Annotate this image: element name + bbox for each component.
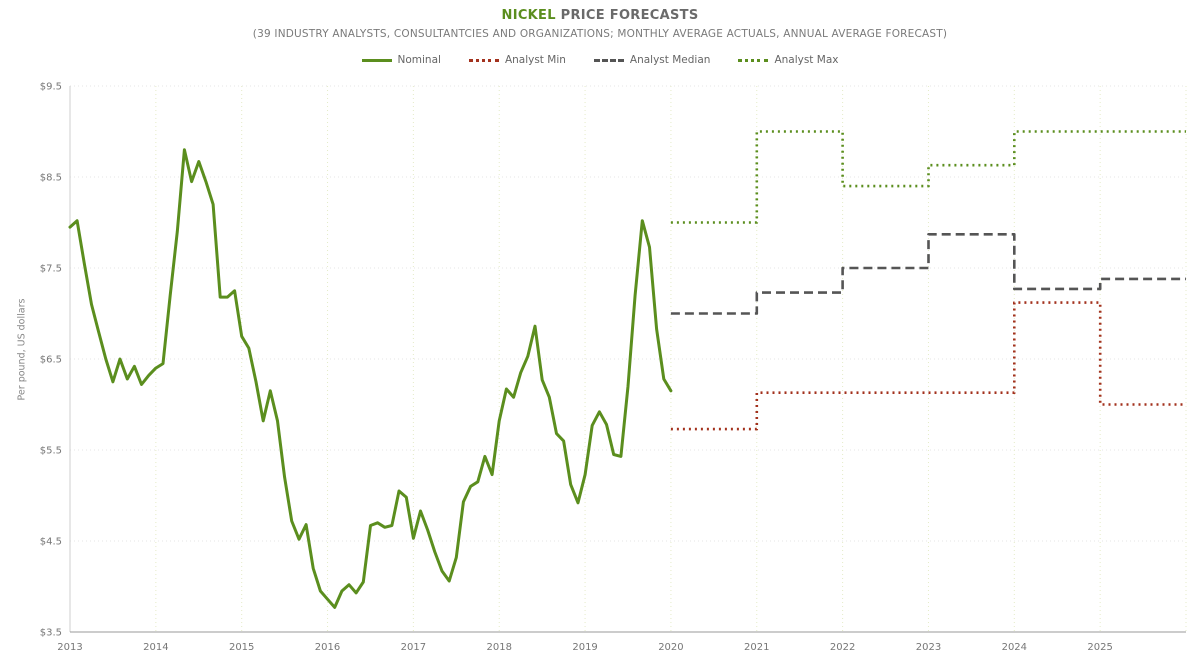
x-tick-label: 2023 xyxy=(916,642,941,653)
x-tick-label: 2021 xyxy=(744,642,769,653)
legend-swatch xyxy=(738,58,769,62)
x-tick-label: 2015 xyxy=(229,642,254,653)
y-tick-label: $4.5 xyxy=(40,537,62,548)
chart-title: NICKEL PRICE FORECASTS xyxy=(0,8,1200,23)
y-tick-label: $7.5 xyxy=(40,264,62,275)
legend-label: Nominal xyxy=(397,54,441,66)
x-tick-label: 2014 xyxy=(143,642,168,653)
x-tick-label: 2013 xyxy=(57,642,82,653)
y-tick-label: $8.5 xyxy=(40,173,62,184)
y-tick-label: $9.5 xyxy=(40,82,62,93)
title-accent: NICKEL xyxy=(501,8,556,23)
chart-subtitle: (39 INDUSTRY ANALYSTS, CONSULTANTCIES AN… xyxy=(252,28,948,40)
legend-item: Analyst Min xyxy=(468,54,566,66)
legend-swatch xyxy=(361,58,392,62)
legend-swatch xyxy=(593,58,624,62)
legend-label: Analyst Median xyxy=(629,54,711,66)
x-tick-label: 2016 xyxy=(315,642,340,653)
series-line-nominal xyxy=(68,148,673,609)
legend-label: Analyst Max xyxy=(774,54,839,66)
x-tick-label: 2020 xyxy=(658,642,683,653)
x-tick-label: 2025 xyxy=(1087,642,1112,653)
x-tick-label: 2019 xyxy=(572,642,597,653)
series-line-analyst-min xyxy=(670,301,1186,431)
legend-item: Analyst Median xyxy=(593,54,711,66)
x-tick-label: 2024 xyxy=(1002,642,1027,653)
x-tick-label: 2022 xyxy=(830,642,855,653)
legend-swatch xyxy=(468,58,499,62)
x-tick-label: 2017 xyxy=(401,642,426,653)
y-tick-label: $3.5 xyxy=(40,628,62,639)
series-line-analyst-median xyxy=(670,233,1186,315)
x-tick-label: 2018 xyxy=(487,642,512,653)
chart-legend: Nominal Analyst Min Analyst Median Analyst … xyxy=(0,54,1200,66)
series-line-analyst-max xyxy=(670,130,1186,224)
legend-item: Analyst Max xyxy=(738,54,838,66)
legend-label: Analyst Min xyxy=(504,54,566,66)
y-tick-label: $6.5 xyxy=(40,355,62,366)
legend-item: Nominal xyxy=(361,54,441,66)
y-tick-label: $5.5 xyxy=(40,446,62,457)
title-rest: PRICE FORECASTS xyxy=(555,8,699,23)
